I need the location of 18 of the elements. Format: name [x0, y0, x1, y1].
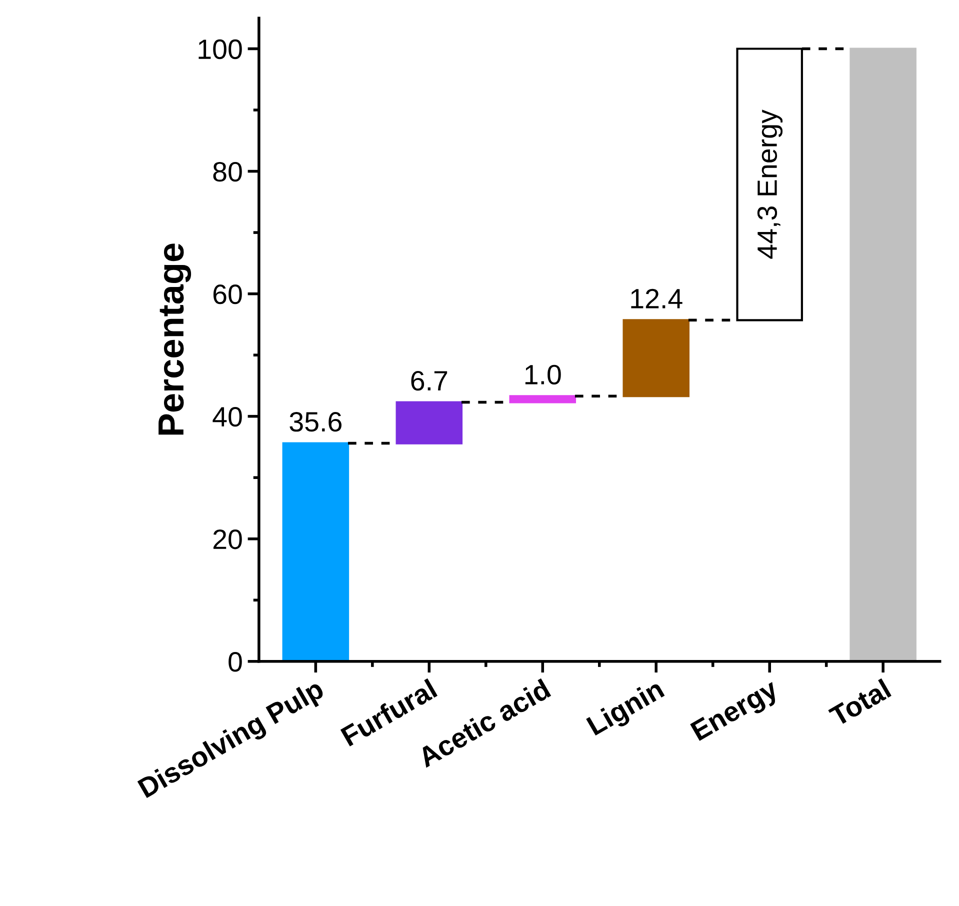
data-label: 12.4: [631, 288, 682, 308]
data-label: 6.7: [411, 370, 448, 391]
data-label: 35.6: [290, 412, 342, 432]
data-label: 44,3 Energy: [757, 110, 783, 259]
bar: [509, 395, 576, 404]
y-tick-label: 100: [198, 39, 242, 60]
y-tick-label: 60: [213, 284, 242, 304]
bar: [622, 319, 690, 398]
y-tick-label: 0: [228, 652, 242, 672]
x-tick-label: Total: [828, 678, 892, 728]
y-axis-title: Percentage: [158, 244, 192, 435]
y-tick-label: 40: [212, 406, 242, 427]
bar: [850, 48, 916, 662]
bar: [282, 442, 350, 662]
data-label: 1.0: [525, 364, 561, 384]
y-tick-label: 80: [213, 162, 242, 182]
y-tick-label: 20: [213, 530, 242, 550]
bar: [396, 401, 463, 444]
